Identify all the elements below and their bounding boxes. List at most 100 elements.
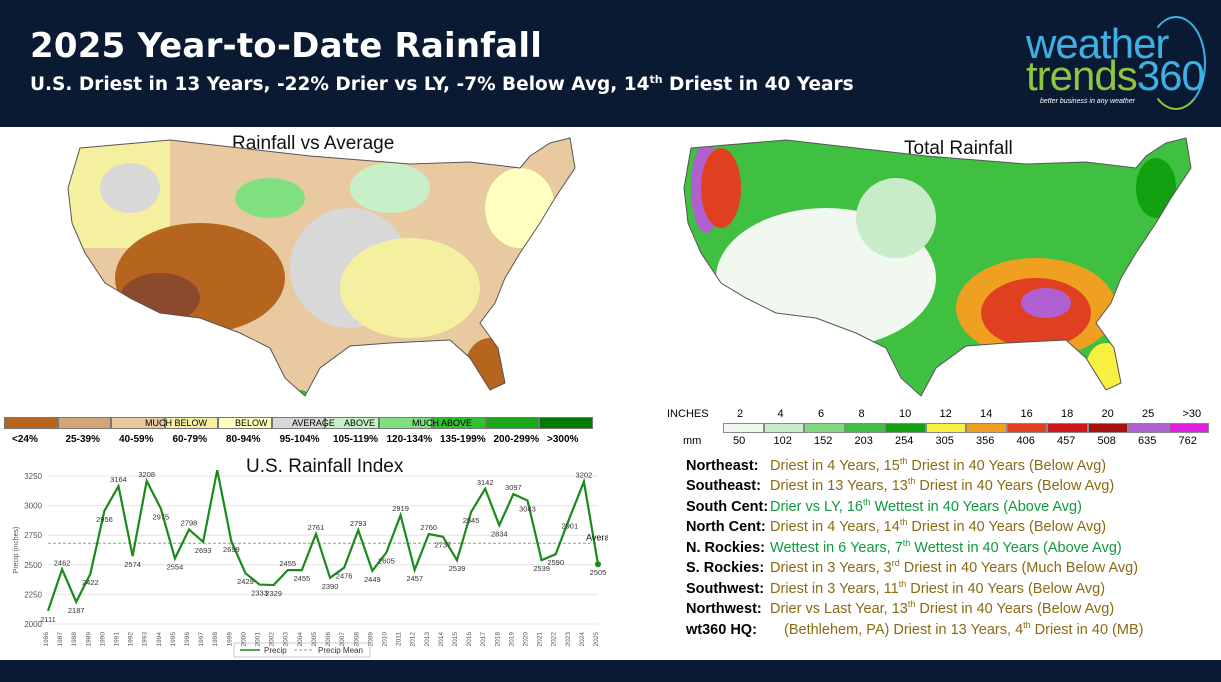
x-tick-label: 2005 (311, 632, 318, 647)
data-label: 2476 (336, 572, 353, 581)
data-label: 3097 (505, 483, 522, 492)
right-legend-inches-label: INCHES (667, 408, 709, 420)
x-tick-label: 2020 (522, 632, 529, 647)
left-legend-label: 135-199% (440, 434, 486, 445)
stat-region: North Cent: (686, 519, 766, 536)
left-legend-label: 60-79% (172, 434, 207, 445)
right-legend-swatch (1087, 423, 1128, 433)
data-label: 2539 (533, 564, 550, 573)
left-legend-swatch (378, 417, 432, 429)
total-rainfall-map (683, 137, 1192, 397)
right-legend-mm: 305 (935, 435, 954, 447)
data-label: 2605 (378, 556, 395, 565)
left-legend-swatch (111, 417, 165, 429)
y-tick-label: 2250 (24, 590, 42, 599)
left-legend-swatch (271, 417, 325, 429)
data-label: 3043 (519, 505, 536, 514)
data-label: 2945 (463, 516, 480, 525)
x-tick-label: 2008 (353, 632, 360, 647)
left-legend-label: 120-134% (386, 434, 433, 445)
right-legend-swatch (804, 423, 845, 433)
stat-row: N. Rockies: Wettest in 6 Years, 7th Wett… (686, 538, 1122, 556)
stat-row: South Cent: Drier vs LY, 16th Wettest in… (686, 497, 1082, 515)
stat-row: North Cent: Driest in 4 Years, 14th Drie… (686, 518, 1106, 536)
stat-text: Driest in 3 Years, 11th Driest in 40 Yea… (766, 579, 1106, 597)
right-legend-mm: 457 (1057, 435, 1076, 447)
data-label: 2761 (308, 523, 325, 532)
right-legend-swatch (763, 423, 804, 433)
average-label: Average (586, 532, 608, 542)
right-legend-swatch (1168, 423, 1209, 433)
stat-row: S. Rockies: Driest in 3 Years, 3rd Dries… (686, 559, 1138, 577)
latest-point-marker (595, 561, 601, 568)
legend-precip-label: Precip (264, 646, 287, 655)
stat-row: wt360 HQ: (Bethlehem, PA) Driest in 13 Y… (686, 620, 1143, 638)
x-tick-label: 1991 (114, 632, 121, 647)
left-legend-swatch (164, 417, 218, 429)
right-legend-inches: 12 (939, 408, 952, 420)
data-label: 2798 (181, 519, 198, 528)
data-label: 2975 (152, 513, 169, 522)
data-label: 2329 (265, 589, 282, 598)
x-tick-label: 2014 (438, 632, 445, 647)
stat-region: Northeast: (686, 457, 759, 474)
x-tick-label: 1987 (57, 632, 64, 647)
stat-region: N. Rockies: (686, 539, 765, 556)
left-legend-swatch (325, 417, 379, 429)
data-label: 3208 (138, 470, 155, 479)
data-label: 2693 (195, 546, 212, 555)
stat-region: Northwest: (686, 601, 762, 618)
left-legend-swatch (539, 417, 593, 429)
x-tick-label: 2019 (508, 632, 515, 647)
stat-text: Driest in 4 Years, 15th Driest in 40 Yea… (766, 456, 1107, 474)
left-legend-category: MUCH BELOW (145, 418, 208, 428)
x-tick-label: 1999 (226, 632, 233, 647)
x-tick-label: 2007 (339, 632, 346, 647)
y-tick-label: 3250 (24, 472, 42, 481)
right-map-title: Total Rainfall (904, 138, 1013, 159)
stat-text: Drier vs LY, 16th Wettest in 40 Years (A… (766, 497, 1082, 515)
left-legend-label: 25-39% (65, 434, 100, 445)
right-legend-mm: 50 (733, 435, 746, 447)
stat-text: Driest in 4 Years, 14th Driest in 40 Yea… (766, 517, 1107, 536)
data-label: 2919 (392, 504, 409, 513)
weathertrends360-logo: weather trends360 better business in any… (1020, 14, 1210, 114)
right-legend-inches: 8 (858, 408, 865, 420)
x-tick-label: 1986 (43, 632, 50, 647)
x-tick-label: 1995 (170, 632, 177, 647)
right-legend-inches: 2 (737, 408, 744, 420)
left-legend-category: AVERAGE (292, 418, 335, 428)
footer-bar (0, 660, 1221, 682)
precip-line (46, 470, 600, 612)
data-label: 2699 (223, 545, 240, 554)
stat-text: Drier vs Last Year, 13th Driest in 40 Ye… (766, 599, 1115, 618)
stat-text: Driest in 3 Years, 3rd Driest in 40 Year… (766, 558, 1139, 577)
stat-row: Northwest: Drier vs Last Year, 13th Drie… (686, 600, 1114, 618)
x-tick-label: 2022 (551, 632, 558, 647)
x-tick-label: 2011 (396, 632, 403, 646)
x-tick-label: 2025 (593, 632, 600, 647)
x-tick-label: 2010 (381, 632, 388, 647)
data-label: 2554 (167, 562, 184, 571)
left-legend-label: <24% (12, 434, 38, 445)
x-tick-label: 2009 (367, 632, 374, 647)
data-label: 2462 (54, 558, 71, 567)
logo-word-trends: trends360 (1026, 52, 1205, 99)
right-legend-inches: 16 (1020, 408, 1033, 420)
right-legend-mm: 635 (1138, 435, 1157, 447)
x-tick-label: 2018 (494, 632, 501, 647)
y-axis-label: Precip (inches) (13, 527, 20, 574)
stat-text: (Bethlehem, PA) Driest in 13 Years, 4th … (780, 620, 1144, 638)
data-label: 2539 (449, 564, 466, 573)
right-legend-swatch (885, 423, 926, 433)
right-legend-swatch (966, 423, 1007, 433)
stat-row: Southeast: Driest in 13 Years, 13th Drie… (686, 477, 1114, 495)
stat-region: South Cent: (686, 498, 769, 515)
x-tick-label: 2006 (325, 632, 332, 647)
x-tick-label: 2023 (565, 632, 572, 647)
data-label: 3142 (477, 478, 494, 487)
x-tick-label: 1997 (198, 632, 205, 647)
left-legend-label: >300% (547, 434, 579, 445)
x-tick-label: 1994 (156, 632, 163, 647)
left-legend-label: 40-59% (119, 434, 154, 445)
